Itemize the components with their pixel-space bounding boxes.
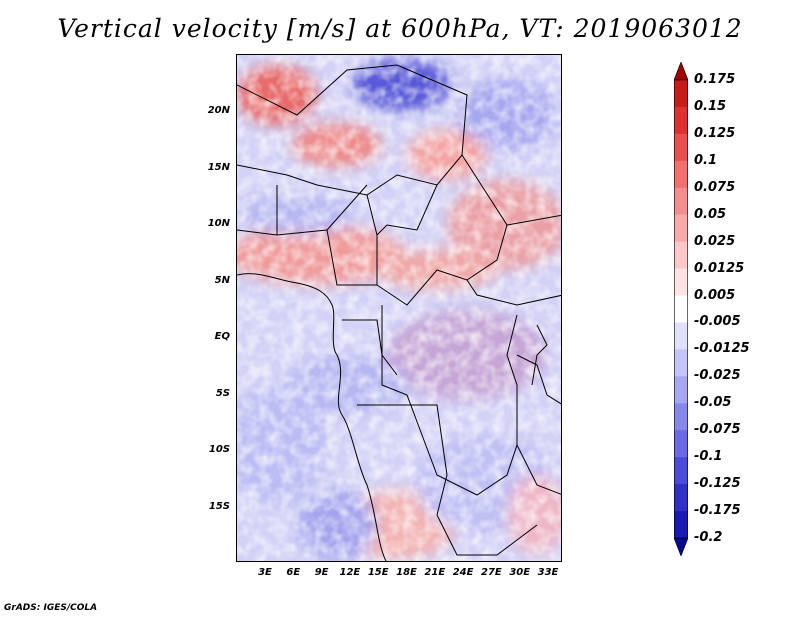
colorbar-label: -0.005 — [694, 314, 741, 330]
lat-label: 10N — [207, 218, 230, 229]
colorbar-label: 0.025 — [694, 233, 736, 249]
colorbar-segment — [674, 511, 688, 539]
colorbar-segment — [674, 187, 688, 216]
lon-label: 18E — [396, 567, 417, 578]
country-borders — [237, 64, 561, 561]
lon-label: 33E — [537, 567, 559, 578]
lat-label: EQ — [214, 331, 230, 342]
lat-label: 5N — [214, 274, 230, 286]
lat-label: 5S — [215, 387, 230, 399]
colorbar-label: -0.075 — [694, 422, 741, 438]
colorbar-outline — [674, 79, 688, 539]
colorbar-segment — [674, 457, 688, 485]
colorbar-label: 0.125 — [694, 125, 736, 141]
colorbar-segment — [674, 295, 688, 323]
colorbar-label: 0.075 — [694, 179, 736, 195]
map-plot-area — [236, 54, 562, 562]
colorbar-segment — [674, 322, 688, 350]
lat-label: 15N — [207, 161, 230, 173]
colorbar-segment — [674, 214, 688, 243]
colorbar-label: -0.0125 — [694, 341, 750, 357]
colorbar-segment — [674, 349, 688, 377]
lon-label: 9E — [314, 567, 329, 578]
lon-label: 3E — [258, 567, 272, 578]
lat-label: 15S — [208, 500, 230, 512]
colorbar-label: -0.175 — [694, 503, 741, 519]
colorbar-bottom-arrow — [674, 537, 688, 556]
colorbar-segment — [674, 376, 688, 404]
colorbar-segment — [674, 268, 688, 297]
footer-credit: GrADS: IGES/COLA — [4, 603, 98, 613]
colorbar-label: -0.2 — [694, 530, 723, 545]
lon-label: 24E — [452, 567, 474, 578]
colorbar-label: 0.175 — [694, 72, 736, 87]
colorbar-segment — [674, 160, 688, 189]
colorbar-segment — [674, 403, 688, 431]
lat-label: 10S — [208, 444, 230, 455]
lat-label: 20N — [207, 105, 230, 116]
colorbar-label: 0.005 — [694, 287, 736, 303]
colorbar-segment — [674, 241, 688, 270]
field-texture — [237, 55, 561, 561]
colorbar-label: -0.025 — [694, 368, 741, 384]
colorbar-label: -0.05 — [694, 395, 732, 411]
lon-label: 30E — [509, 567, 531, 578]
colorbar-segment — [674, 80, 688, 108]
colorbar — [674, 62, 688, 556]
colorbar-label: 0.15 — [694, 98, 727, 114]
lon-label: 6E — [286, 567, 301, 578]
colorbar-segment — [674, 133, 688, 162]
velocity-field-map — [237, 55, 561, 561]
colorbar-segment — [674, 106, 688, 135]
map-title: Vertical velocity [m/s] at 600hPa, VT: 2… — [57, 14, 743, 43]
lon-label: 12E — [339, 567, 361, 578]
colorbar-top-arrow — [674, 62, 688, 81]
colorbar-segment — [674, 430, 688, 458]
lon-label: 15E — [367, 567, 389, 578]
colorbar-label: 0.05 — [694, 206, 727, 222]
lon-label: 27E — [481, 567, 502, 578]
colorbar-label: 0.1 — [694, 152, 718, 168]
colorbar-label: -0.1 — [694, 449, 723, 465]
colorbar-segment — [674, 484, 688, 512]
colorbar-label: -0.125 — [694, 476, 741, 492]
lon-label: 21E — [424, 567, 446, 578]
colorbar-label: 0.0125 — [694, 260, 745, 276]
